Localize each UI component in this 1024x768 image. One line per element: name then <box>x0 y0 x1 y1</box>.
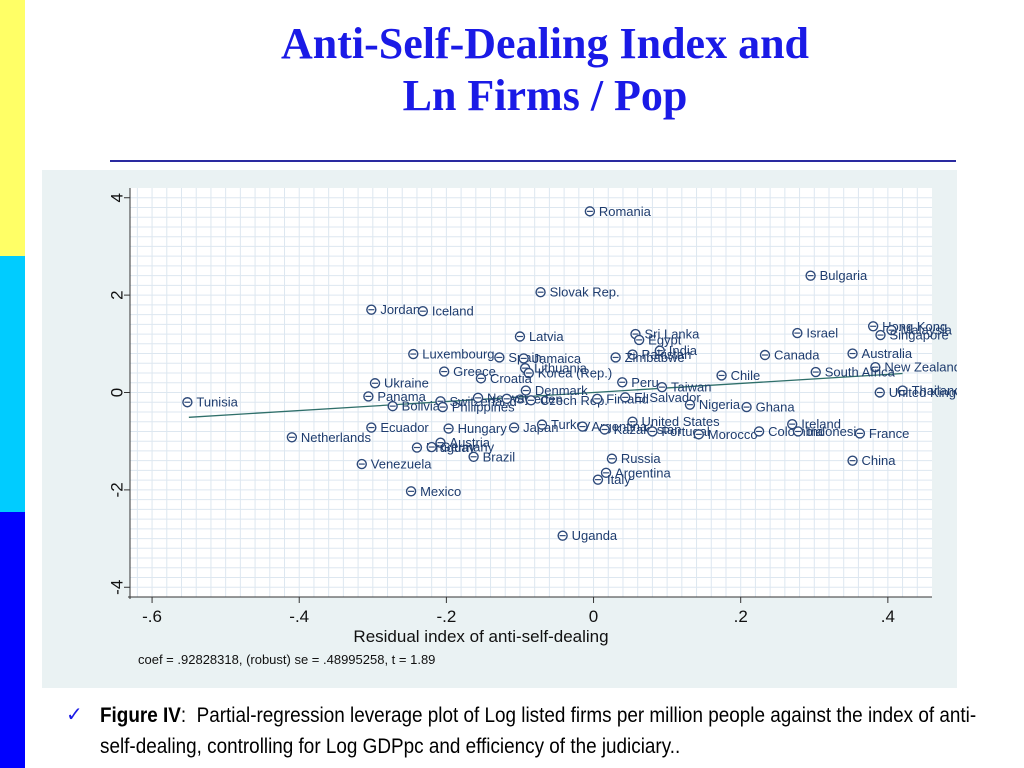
point-label: Iceland <box>432 304 474 319</box>
point-label: Jordan <box>380 302 420 317</box>
x-tick-label: -.6 <box>142 607 162 626</box>
point-label: Peru <box>631 375 658 390</box>
point-label: Israel <box>806 326 838 341</box>
point-label: Bulgaria <box>820 268 868 283</box>
point-label: Morocco <box>708 427 758 442</box>
caption-text: Partial-regression leverage plot of Log … <box>100 704 976 758</box>
y-tick-label: -4 <box>107 580 126 595</box>
y-tick-label: 4 <box>107 193 126 202</box>
point-label: Chile <box>731 368 761 383</box>
regression-footnote: coef = .92828318, (robust) se = .4899525… <box>138 652 435 667</box>
title-divider <box>110 160 956 162</box>
point-label: Luxembourg <box>422 347 494 362</box>
point-label: Netherlands <box>301 430 372 445</box>
x-tick-label: -.4 <box>289 607 309 626</box>
point-label: Mexico <box>420 484 461 499</box>
slide-title-line1: Anti-Self-Dealing Index and <box>120 18 970 70</box>
point-label: Ecuador <box>380 420 429 435</box>
point-label: Italy <box>607 472 631 487</box>
point-label: New Zealand <box>884 360 957 375</box>
point-label: Brazil <box>483 449 516 464</box>
x-tick-label: .2 <box>734 607 748 626</box>
point-label: Hungary <box>458 421 508 436</box>
point-label: Canada <box>774 348 820 363</box>
point-label: United Kingdom <box>889 385 957 400</box>
point-label: Uganda <box>572 528 618 543</box>
point-label: Latvia <box>529 329 564 344</box>
slide-title-line2: Ln Firms / Pop <box>120 70 970 122</box>
x-axis-title: Residual index of anti-self-dealing <box>353 627 608 646</box>
accent-bar-yellow <box>0 0 25 256</box>
y-tick-label: 2 <box>107 290 126 299</box>
point-label: Russia <box>621 451 662 466</box>
point-label: Bolivia <box>402 399 441 414</box>
accent-bar-cyan <box>0 256 25 512</box>
point-label: Tunisia <box>196 395 238 410</box>
caption-body: Figure IV: Partial-regression leverage p… <box>100 700 1009 762</box>
point-label: Philippines <box>452 400 515 415</box>
point-label: China <box>862 453 897 468</box>
caption-separator: : <box>181 704 186 727</box>
point-label: Romania <box>599 204 652 219</box>
accent-bar-blue <box>0 512 25 768</box>
point-label: Ghana <box>756 400 796 415</box>
point-label: Venezuela <box>371 457 432 472</box>
point-label: France <box>869 426 909 441</box>
x-tick-label: 0 <box>589 607 598 626</box>
point-label: South Africa <box>825 365 896 380</box>
scatter-chart: -.6 -.4 -.2 0 .2 .4 -4 -2 0 2 4 Residual index of a… <box>42 170 957 688</box>
x-tick-label: -.2 <box>436 607 456 626</box>
y-tick-label: -2 <box>107 482 126 497</box>
point-label: Nigeria <box>699 397 741 412</box>
y-tick-label: 0 <box>107 388 126 397</box>
slide-title: Anti-Self-Dealing Index and Ln Firms / P… <box>120 18 970 122</box>
caption-label: Figure IV <box>100 704 181 727</box>
x-tick-label: .4 <box>881 607 895 626</box>
figure-caption: ✓ Figure IV: Partial-regression leverage… <box>66 700 1006 762</box>
point-label: Korea (Rep.) <box>538 366 612 381</box>
point-label: Croatia <box>490 371 533 386</box>
point-label: Singapore <box>889 328 948 343</box>
checkmark-icon: ✓ <box>66 700 83 731</box>
point-label: Slovak Rep. <box>550 285 620 300</box>
point-label: Zimbabwe <box>625 350 685 365</box>
